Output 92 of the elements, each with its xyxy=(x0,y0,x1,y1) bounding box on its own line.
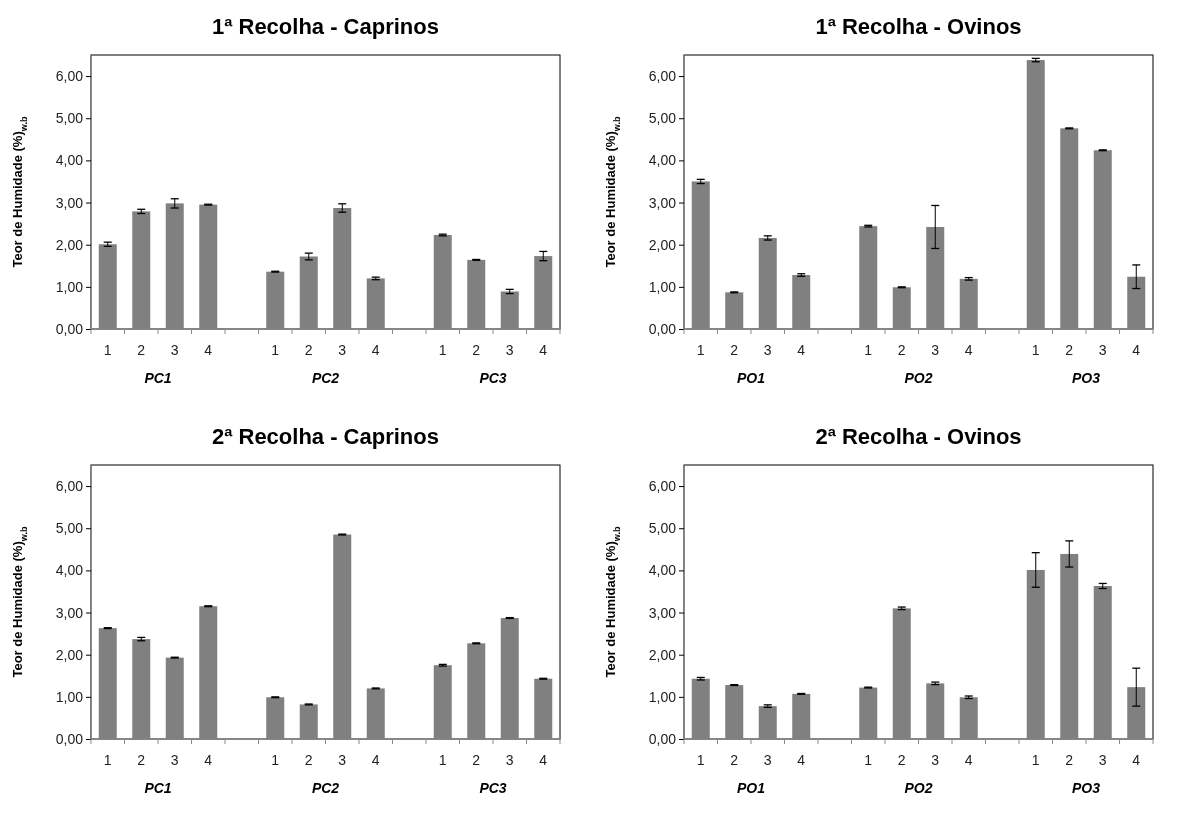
y-tick-label: 2,00 xyxy=(55,646,84,663)
y-tick-label: 6,00 xyxy=(648,68,677,85)
text: PO1 xyxy=(736,370,766,386)
text: PO2 xyxy=(904,780,933,796)
x-tick-label: 1 xyxy=(1031,752,1040,768)
y-tick-label: 1,00 xyxy=(55,278,84,295)
y-tick-label: 4,00 xyxy=(648,562,677,579)
x-tick-label: 4 xyxy=(371,752,380,768)
text: PC2 xyxy=(311,370,340,386)
y-tick-label: 3,00 xyxy=(648,194,677,211)
x-tick-label: 4 xyxy=(1132,342,1141,358)
x-tick-label: 2 xyxy=(137,752,146,768)
text: PC3 xyxy=(479,780,507,796)
x-tick-label: 1 xyxy=(103,342,112,358)
x-tick-label: 1 xyxy=(864,342,873,358)
text: PC2 xyxy=(311,780,340,796)
x-tick-label: 4 xyxy=(539,752,548,768)
x-tick-label: 2 xyxy=(304,752,313,768)
y-tick-label: 0,00 xyxy=(55,730,84,747)
y-tick-label: 2,00 xyxy=(648,236,677,253)
x-tick-label: 4 xyxy=(539,342,548,358)
x-tick-label: 3 xyxy=(170,752,179,768)
chart-title: 1ª Recolha - Ovinos xyxy=(815,14,1022,39)
x-tick-label: 1 xyxy=(438,342,447,358)
x-tick-label: 1 xyxy=(1031,342,1040,358)
y-tick-label: 2,00 xyxy=(55,236,84,253)
y-tick-label: 4,00 xyxy=(55,152,84,169)
y-tick-label: 2,00 xyxy=(648,646,677,663)
y-tick-label: 5,00 xyxy=(648,110,677,127)
x-tick-label: 1 xyxy=(103,752,112,768)
x-tick-label: 4 xyxy=(964,342,973,358)
x-tick-label: 2 xyxy=(730,342,739,358)
x-tick-label: 3 xyxy=(763,342,772,358)
x-tick-label: 2 xyxy=(1065,752,1074,768)
text: PO3 xyxy=(1071,780,1101,796)
y-tick-label: 6,00 xyxy=(55,68,84,85)
x-tick-label: 3 xyxy=(763,752,772,768)
text: PC1 xyxy=(144,780,172,796)
x-tick-label: 2 xyxy=(137,342,146,358)
x-tick-label: 3 xyxy=(505,342,514,358)
x-tick-label: 3 xyxy=(338,752,347,768)
x-tick-label: 3 xyxy=(170,342,179,358)
x-tick-label: 1 xyxy=(438,752,447,768)
x-tick-label: 4 xyxy=(204,342,213,358)
text: PO3 xyxy=(1071,370,1101,386)
y-tick-label: 1,00 xyxy=(648,688,677,705)
y-tick-label: 6,00 xyxy=(648,478,677,495)
text: PO1 xyxy=(736,780,766,796)
text: PO2 xyxy=(904,370,933,386)
y-tick-label: 3,00 xyxy=(55,194,84,211)
x-tick-label: 1 xyxy=(864,752,873,768)
x-tick-label: 4 xyxy=(964,752,973,768)
x-tick-label: 2 xyxy=(897,342,906,358)
y-tick-label: 3,00 xyxy=(648,604,677,621)
y-tick-label: 4,00 xyxy=(55,562,84,579)
y-tick-label: 0,00 xyxy=(648,320,677,337)
text: PC1 xyxy=(144,370,172,386)
y-tick-label: 0,00 xyxy=(55,320,84,337)
x-tick-label: 2 xyxy=(304,342,313,358)
x-tick-label: 1 xyxy=(696,342,705,358)
x-tick-label: 2 xyxy=(472,342,481,358)
x-tick-label: 2 xyxy=(1065,342,1074,358)
x-tick-label: 4 xyxy=(797,752,806,768)
x-tick-label: 3 xyxy=(931,752,940,768)
x-tick-label: 3 xyxy=(1098,342,1107,358)
x-tick-label: 4 xyxy=(204,752,213,768)
y-tick-label: 5,00 xyxy=(55,520,84,537)
x-tick-label: 3 xyxy=(338,342,347,358)
x-tick-label: 4 xyxy=(371,342,380,358)
y-tick-label: 4,00 xyxy=(648,152,677,169)
x-tick-label: 1 xyxy=(696,752,705,768)
x-tick-label: 3 xyxy=(505,752,514,768)
y-tick-label: 0,00 xyxy=(648,730,677,747)
x-tick-label: 4 xyxy=(797,342,806,358)
x-tick-label: 2 xyxy=(897,752,906,768)
y-tick-label: 5,00 xyxy=(55,110,84,127)
y-tick-label: 5,00 xyxy=(648,520,677,537)
x-tick-label: 2 xyxy=(730,752,739,768)
chart-title: 2ª Recolha - Ovinos xyxy=(815,424,1022,449)
chart-title: 2ª Recolha - Caprinos xyxy=(212,424,439,449)
text: PC3 xyxy=(479,370,507,386)
x-tick-label: 1 xyxy=(271,752,280,768)
x-tick-label: 3 xyxy=(1098,752,1107,768)
chart-title: 1ª Recolha - Caprinos xyxy=(212,14,439,39)
y-tick-label: 3,00 xyxy=(55,604,84,621)
x-tick-label: 4 xyxy=(1132,752,1141,768)
y-tick-label: 6,00 xyxy=(55,478,84,495)
x-tick-label: 3 xyxy=(931,342,940,358)
x-tick-label: 1 xyxy=(271,342,280,358)
x-tick-label: 2 xyxy=(472,752,481,768)
y-tick-label: 1,00 xyxy=(55,688,84,705)
y-tick-label: 1,00 xyxy=(648,278,677,295)
